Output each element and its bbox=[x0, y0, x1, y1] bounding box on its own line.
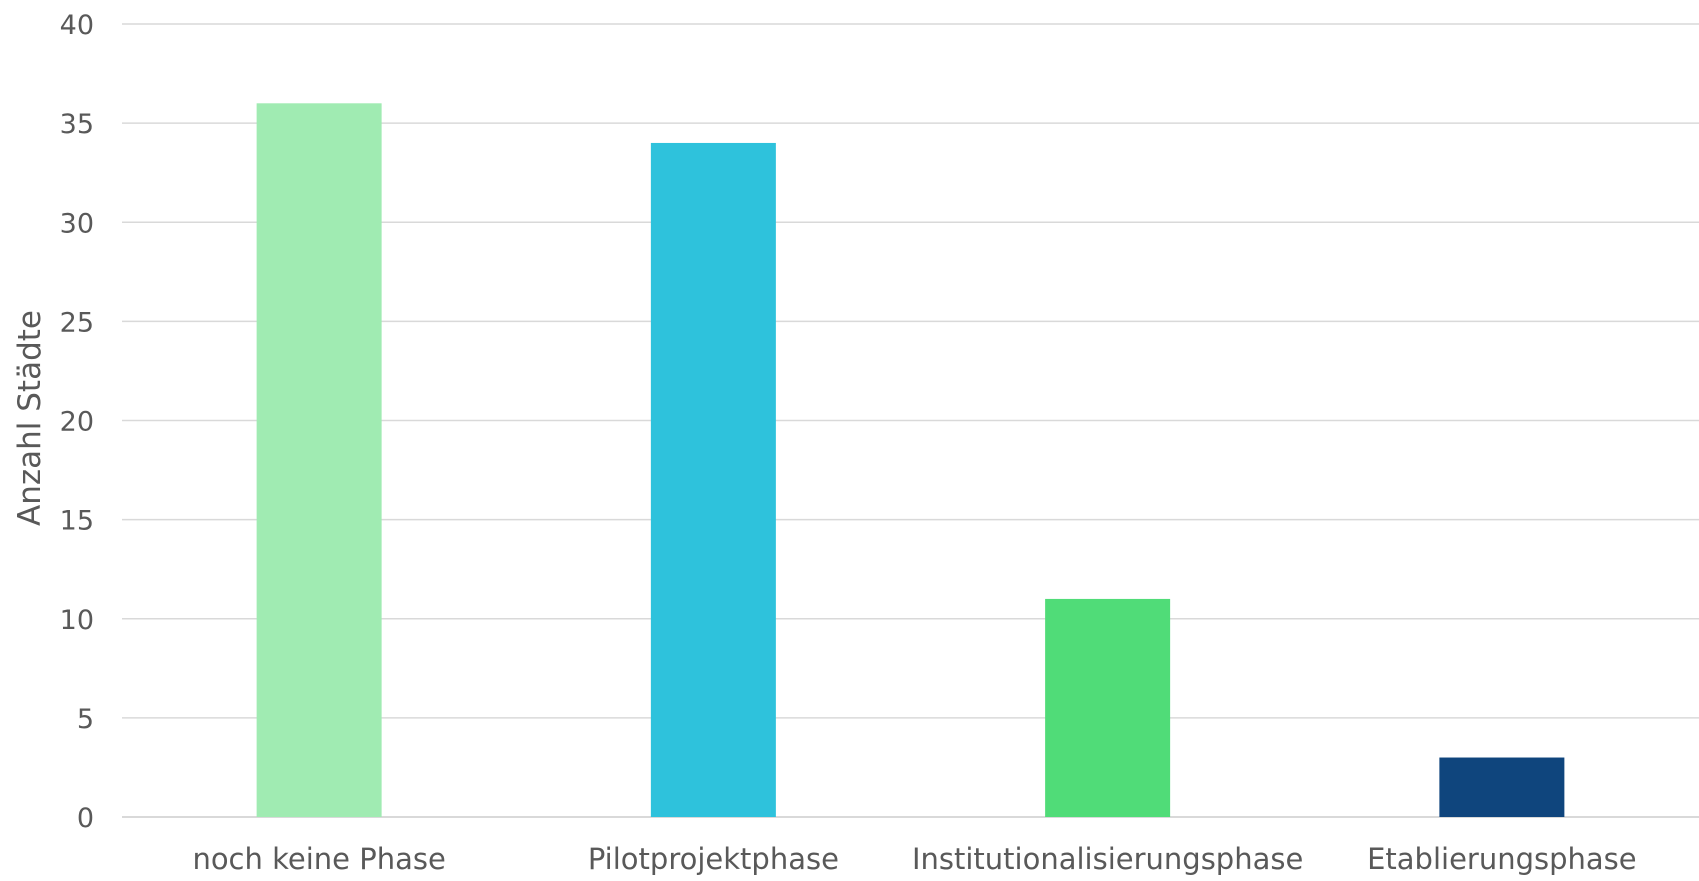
y-axis-title: Anzahl Städte bbox=[12, 310, 48, 526]
y-tick-label: 20 bbox=[60, 407, 94, 438]
y-tick-label: 5 bbox=[77, 704, 94, 735]
y-tick-label: 40 bbox=[60, 10, 94, 41]
y-tick-label: 10 bbox=[60, 605, 94, 636]
bars bbox=[257, 103, 1565, 817]
bar-1 bbox=[651, 143, 776, 817]
x-tick-label: Institutionalisierungsphase bbox=[912, 842, 1303, 876]
x-axis-ticks: noch keine Phase Pilotprojektphase Institu… bbox=[192, 842, 1636, 876]
x-tick-label: Pilotprojektphase bbox=[588, 842, 839, 876]
bar-2 bbox=[1045, 599, 1170, 817]
x-tick-label: Etablierungsphase bbox=[1367, 842, 1637, 876]
x-tick-label: noch keine Phase bbox=[192, 842, 445, 876]
y-tick-label: 15 bbox=[60, 506, 94, 537]
bar-3 bbox=[1439, 758, 1564, 817]
y-tick-label: 0 bbox=[77, 803, 94, 834]
y-tick-label: 35 bbox=[60, 109, 94, 140]
y-tick-label: 30 bbox=[60, 208, 94, 239]
bar-0 bbox=[257, 103, 382, 817]
y-tick-label: 25 bbox=[60, 307, 94, 338]
y-axis-ticks: 0 5 10 15 20 25 30 35 40 bbox=[60, 10, 94, 834]
